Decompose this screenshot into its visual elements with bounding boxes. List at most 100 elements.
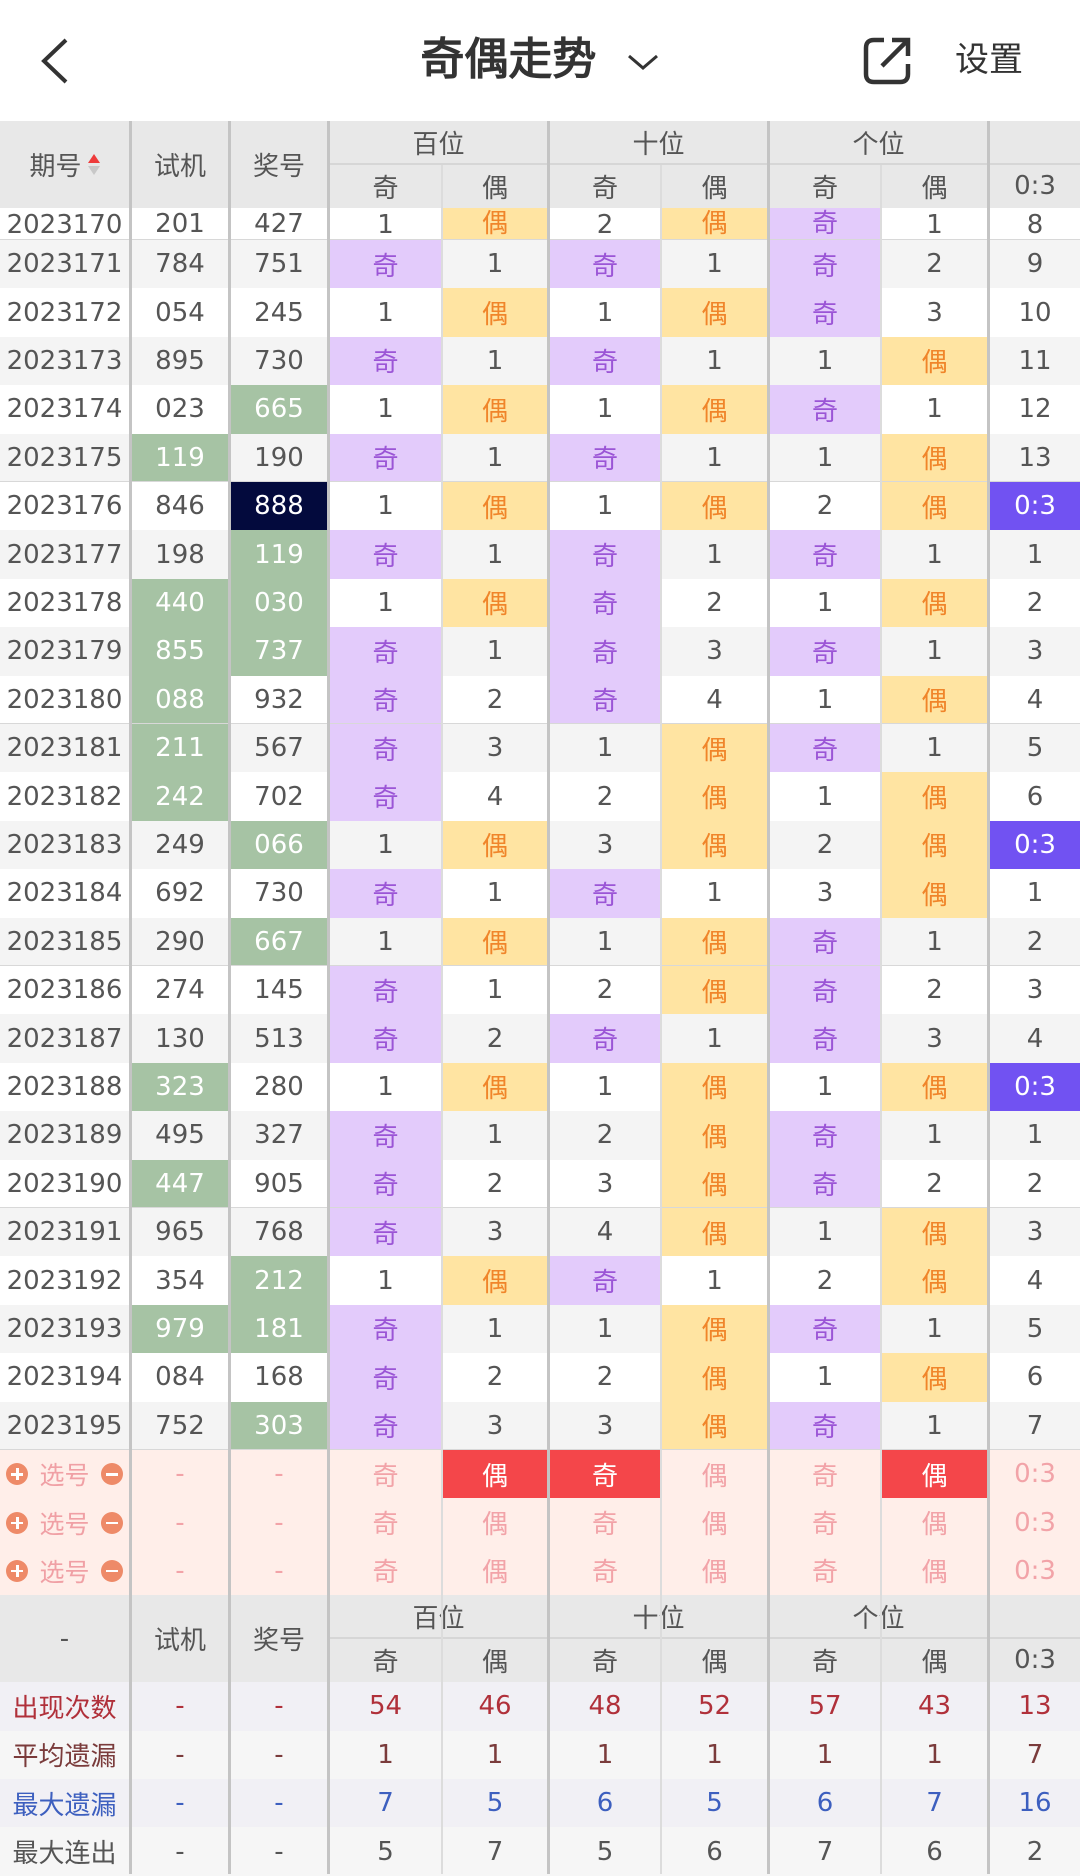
miss-count: 1 xyxy=(882,1111,987,1160)
select-number-label[interactable]: 选号 xyxy=(39,1557,90,1587)
prize-number: 730 xyxy=(231,336,327,386)
odd-marker: 奇 xyxy=(330,1208,441,1257)
miss-count: 1 xyxy=(330,385,441,434)
prize-number: 513 xyxy=(231,1014,327,1063)
select-even-option[interactable]: 偶 xyxy=(882,1546,987,1596)
odd-marker: 奇 xyxy=(550,1014,660,1063)
miss-count: 1 xyxy=(443,869,547,918)
even-marker: 偶 xyxy=(662,482,767,531)
select-even-option[interactable]: 偶 xyxy=(662,1546,767,1596)
ratio-cell: 1 xyxy=(990,530,1080,579)
even-marker: 偶 xyxy=(662,1159,767,1208)
prize-number: 168 xyxy=(231,1353,327,1402)
even-marker: 偶 xyxy=(443,820,547,870)
select-even-option[interactable]: 偶 xyxy=(882,1450,987,1499)
trial-number: 965 xyxy=(132,1208,228,1257)
trial-number: 023 xyxy=(132,385,228,434)
header-even: 偶 xyxy=(662,1638,767,1683)
odd-marker: 奇 xyxy=(330,1304,441,1354)
select-even-option[interactable]: 偶 xyxy=(662,1450,767,1499)
miss-count: 3 xyxy=(662,627,767,676)
stats-value: 52 xyxy=(662,1682,767,1731)
miss-count: 3 xyxy=(882,1014,987,1063)
miss-count: 1 xyxy=(770,1208,880,1257)
prize-number: 737 xyxy=(231,627,327,676)
miss-count: 1 xyxy=(330,917,441,966)
stats-corner: - xyxy=(0,1595,129,1683)
select-even-option[interactable]: 偶 xyxy=(882,1498,987,1547)
miss-count: 2 xyxy=(662,578,767,628)
select-odd-option[interactable]: 奇 xyxy=(770,1498,880,1547)
minus-circle-icon[interactable] xyxy=(100,1559,123,1582)
share-icon[interactable] xyxy=(862,34,914,86)
trial-number: 201 xyxy=(132,208,228,240)
sort-toggle-icon[interactable] xyxy=(87,153,100,176)
select-odd-option[interactable]: 奇 xyxy=(330,1546,441,1596)
miss-count: 1 xyxy=(882,385,987,434)
odd-marker: 奇 xyxy=(770,1111,880,1160)
trial-number: 290 xyxy=(132,917,228,966)
select-odd-option[interactable]: 奇 xyxy=(550,1546,660,1596)
trial-number: 440 xyxy=(132,578,228,628)
column-divider-thin xyxy=(441,165,443,1874)
minus-circle-icon[interactable] xyxy=(100,1511,123,1534)
select-odd-option[interactable]: 奇 xyxy=(330,1450,441,1499)
select-odd-option[interactable]: 奇 xyxy=(330,1498,441,1547)
even-marker: 偶 xyxy=(662,772,767,821)
ratio-cell: 1 xyxy=(990,869,1080,918)
even-marker: 偶 xyxy=(662,1111,767,1160)
chevron-down-icon[interactable] xyxy=(626,52,660,72)
select-odd-option[interactable]: 奇 xyxy=(550,1498,660,1547)
miss-count: 2 xyxy=(770,482,880,531)
back-arrow-icon[interactable] xyxy=(36,36,76,86)
issue-number: 2023195 xyxy=(0,1401,129,1450)
even-marker: 偶 xyxy=(443,482,547,531)
even-marker: 偶 xyxy=(662,1353,767,1402)
issue-number: 2023185 xyxy=(0,917,129,966)
odd-marker: 奇 xyxy=(770,1304,880,1354)
select-number-label[interactable]: 选号 xyxy=(39,1509,90,1539)
miss-count: 1 xyxy=(882,208,987,240)
header-issue[interactable]: 期号 xyxy=(0,121,129,208)
plus-circle-icon[interactable] xyxy=(6,1463,28,1486)
ratio-cell: 5 xyxy=(990,724,1080,773)
select-even-option[interactable]: 偶 xyxy=(662,1498,767,1547)
ratio-cell: 6 xyxy=(990,1353,1080,1402)
miss-count: 1 xyxy=(770,433,880,482)
select-even-option[interactable]: 偶 xyxy=(443,1546,547,1596)
select-even-option[interactable]: 偶 xyxy=(443,1498,547,1547)
header-divider xyxy=(770,1637,987,1640)
miss-count: 2 xyxy=(550,1353,660,1402)
plus-circle-icon[interactable] xyxy=(6,1559,28,1582)
plus-circle-icon[interactable] xyxy=(6,1511,28,1534)
stats-ratio: 16 xyxy=(990,1779,1080,1828)
even-marker: 偶 xyxy=(662,1304,767,1354)
header-prize: 奖号 xyxy=(231,1595,327,1683)
stats-trial: - xyxy=(132,1682,228,1731)
prize-number: 905 xyxy=(231,1159,327,1208)
trial-number: 979 xyxy=(132,1304,228,1354)
miss-count: 1 xyxy=(443,1304,547,1354)
header-even: 偶 xyxy=(443,1638,547,1683)
miss-count: 1 xyxy=(330,1256,441,1305)
odd-marker: 奇 xyxy=(770,385,880,434)
select-odd-option[interactable]: 奇 xyxy=(770,1450,880,1499)
header-group-tens: 十位 xyxy=(550,1595,767,1639)
issue-number: 2023178 xyxy=(0,578,129,628)
select-odd-option[interactable]: 奇 xyxy=(770,1546,880,1596)
settings-button[interactable]: 设置 xyxy=(955,40,1023,80)
ratio-cell: 3 xyxy=(990,1208,1080,1257)
header-group-tens: 十位 xyxy=(550,121,767,164)
select-odd-option[interactable]: 奇 xyxy=(550,1450,660,1499)
prize-number: 145 xyxy=(231,966,327,1015)
ratio-cell: 8 xyxy=(990,208,1080,240)
minus-circle-icon[interactable] xyxy=(100,1463,123,1486)
even-marker: 偶 xyxy=(882,482,987,531)
even-marker: 偶 xyxy=(443,578,547,628)
stats-prize: - xyxy=(231,1779,327,1828)
page-title[interactable]: 奇偶走势 xyxy=(0,30,1080,90)
prize-number: 888 xyxy=(231,482,327,531)
select-number-label[interactable]: 选号 xyxy=(39,1461,90,1491)
ratio-cell: 0:3 xyxy=(990,1062,1080,1112)
select-even-option[interactable]: 偶 xyxy=(443,1450,547,1499)
